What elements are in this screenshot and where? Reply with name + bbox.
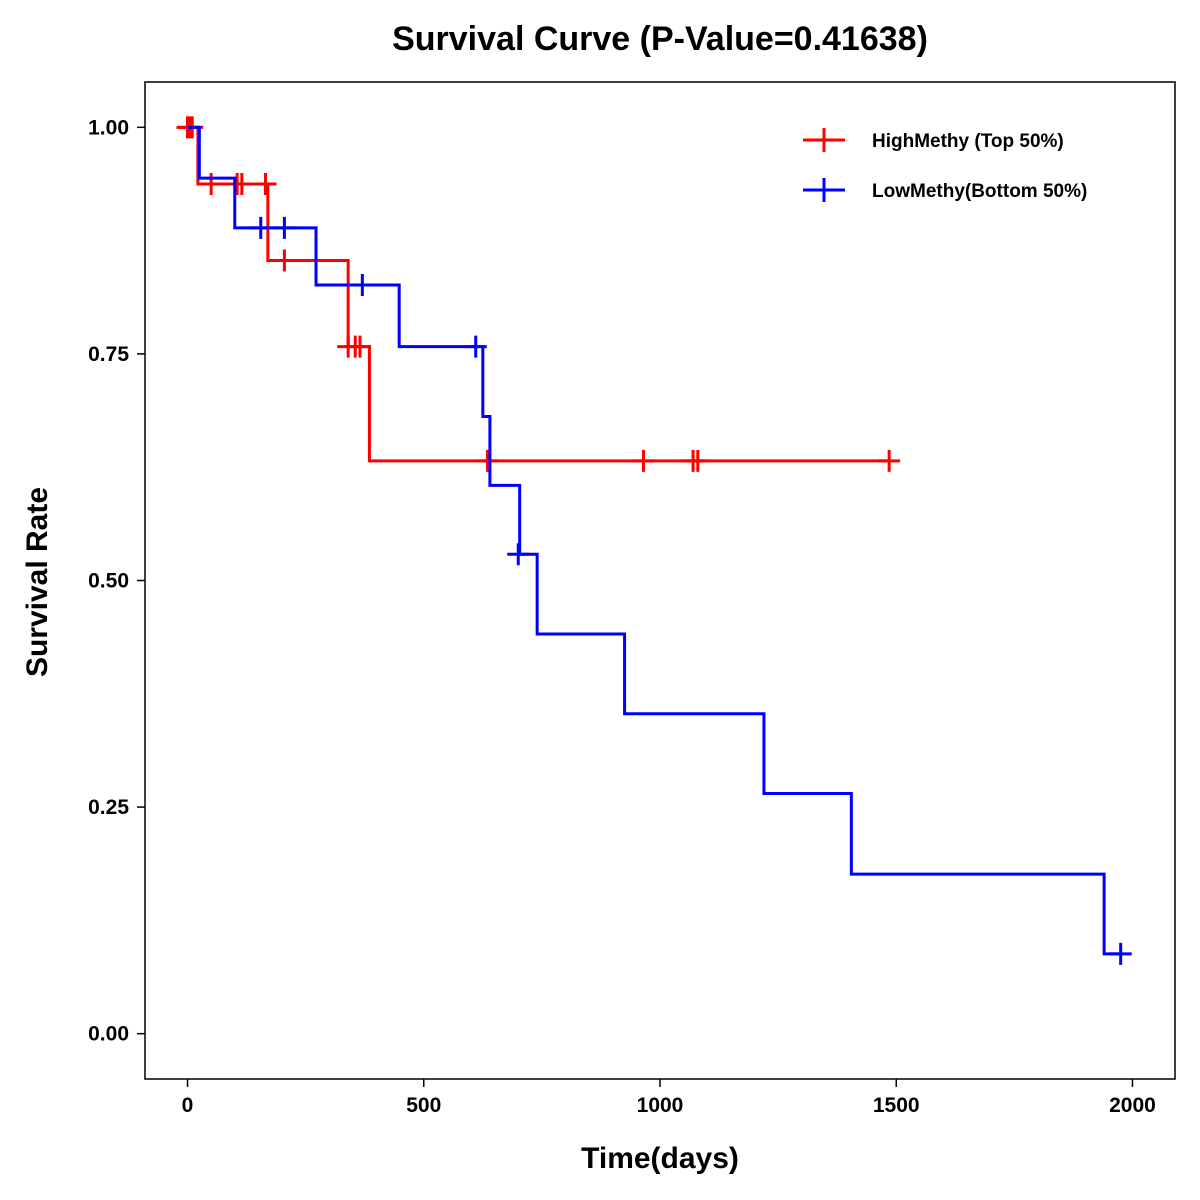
x-axis-title: Time(days): [581, 1142, 739, 1175]
x-tick-label-3: 1500: [873, 1094, 920, 1117]
series-1-censor-mark-4: [507, 543, 530, 566]
series-0-censor-mark-12: [632, 449, 655, 472]
series-1-censor-mark-0: [249, 216, 272, 239]
y-tick-label-1: 0.25: [88, 796, 129, 819]
series-0-line: [187, 125, 892, 463]
y-tick-label-2: 0.50: [88, 570, 129, 593]
series-1-censor-mark-1: [273, 216, 296, 239]
series-1-line: [187, 125, 1121, 956]
series-1-censor-mark-2: [351, 274, 374, 297]
series-0-censor-mark-15: [878, 449, 901, 472]
series-0-censor-mark-3: [200, 172, 223, 195]
x-tick-label-1: 500: [406, 1094, 441, 1117]
y-tick-label-4: 1.00: [88, 116, 129, 139]
chart-title: Survival Curve (P-Value=0.41638): [392, 20, 928, 58]
legend: HighMethy (Top 50%) LowMethy(Bottom 50%): [803, 128, 1087, 202]
y-axis-title: Survival Rate: [21, 487, 54, 677]
axes: 0 500 1000 1500 2000 0.00 0.25 0.50 0.75 1.00: [88, 116, 1156, 1117]
series-1-censor-mark-5: [1109, 942, 1132, 965]
legend-label-0: HighMethy (Top 50%): [872, 131, 1064, 152]
y-tick-label-0: 0.00: [88, 1023, 129, 1046]
series-1-censor-mark-3: [464, 335, 487, 358]
x-tick-label-0: 0: [182, 1094, 194, 1117]
y-tick-label-3: 0.75: [88, 343, 129, 366]
series-layer: [176, 116, 1132, 965]
x-tick-label-2: 1000: [637, 1094, 684, 1117]
plot-frame: [144, 81, 1176, 1080]
x-tick-label-4: 2000: [1109, 1094, 1156, 1117]
series-0-censor-mark-10: [348, 335, 371, 358]
series-0-censor-mark-11: [476, 449, 499, 472]
series-0-censor-mark-6: [254, 172, 277, 195]
series-0-censor-mark-7: [273, 249, 296, 272]
series-0-censor-mark-14: [686, 449, 709, 472]
legend-label-1: LowMethy(Bottom 50%): [872, 181, 1087, 202]
